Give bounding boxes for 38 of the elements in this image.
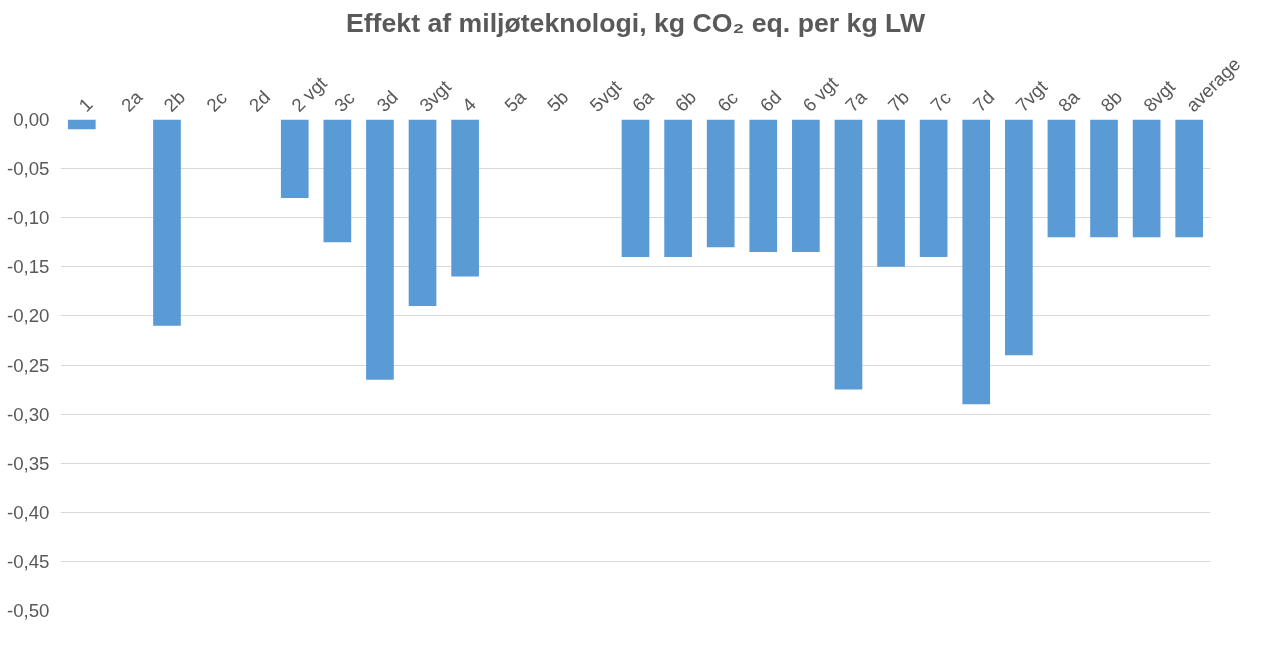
x-tick-label: 6b [670,86,701,116]
x-tick-label: 6d [755,86,786,116]
y-tick-label: -0,25 [6,354,50,376]
x-tick-label: 2d [244,86,275,116]
chart-title: Effekt af miljøteknologi, kg CO₂ eq. per kg LW [345,7,926,38]
x-tick-label: 6a [628,85,659,116]
x-tick-label: 2 vgt [287,71,332,116]
x-tick-label: 8b [1096,86,1127,116]
x-tick-label: 5vgt [585,75,626,116]
x-tick-label: 7d [968,86,999,116]
y-tick-label: -0,45 [6,550,50,572]
x-tick-label: 1 [74,93,97,116]
x-tick-label: 2a [116,85,147,116]
x-tick-label: 2c [202,87,231,116]
y-tick-label: -0,20 [6,305,50,327]
y-tick-label: -0,30 [6,403,50,425]
x-tick-label: 3d [372,86,403,116]
x-tick-label: 5a [500,85,531,116]
y-tick-label: 0,00 [13,109,50,130]
x-tick-label: 7a [841,85,871,116]
x-tick-label: 3c [329,87,359,116]
x-tick-label: 8a [1054,85,1084,116]
x-tick-label: 4 [457,93,480,116]
y-tick-label: -0,15 [6,256,50,278]
y-tick-label: -0,10 [6,207,50,229]
y-tick-label: -0,35 [6,452,50,474]
x-tick-label: 7vgt [1011,75,1052,116]
x-tick-label: 8vgt [1139,75,1180,116]
y-tick-label: -0,50 [6,600,50,621]
y-tick-label: -0,40 [6,501,50,523]
x-tick-label: 6c [713,87,743,116]
x-tick-label: 5b [542,86,573,116]
x-tick-label: 6 vgt [798,71,843,116]
x-tick-label: 7c [926,87,956,116]
x-tick-label: 3vgt [415,75,456,116]
x-tick-label: 7b [883,86,914,116]
x-tick-label: 2b [159,86,190,116]
y-tick-label: -0,05 [6,158,50,180]
